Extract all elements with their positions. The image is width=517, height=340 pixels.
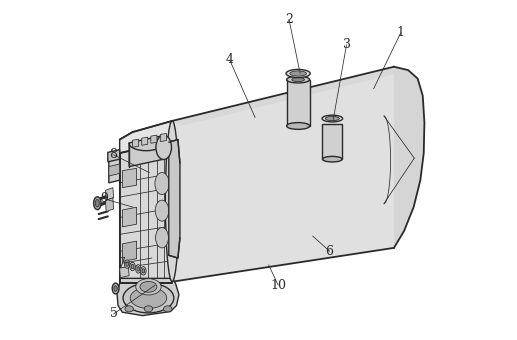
Ellipse shape — [156, 227, 169, 248]
Text: 2: 2 — [285, 13, 293, 26]
Ellipse shape — [126, 262, 128, 266]
Text: 8: 8 — [110, 148, 117, 161]
Polygon shape — [160, 133, 166, 141]
Polygon shape — [109, 153, 119, 183]
Text: 10: 10 — [270, 278, 286, 292]
Ellipse shape — [322, 115, 343, 122]
Ellipse shape — [155, 200, 169, 221]
Ellipse shape — [142, 269, 145, 273]
Ellipse shape — [325, 116, 339, 121]
Polygon shape — [151, 135, 157, 143]
Ellipse shape — [323, 156, 342, 162]
Ellipse shape — [123, 283, 174, 313]
Ellipse shape — [137, 267, 140, 271]
Ellipse shape — [114, 286, 117, 291]
Ellipse shape — [125, 306, 133, 312]
Ellipse shape — [95, 200, 99, 207]
Polygon shape — [109, 164, 119, 176]
Ellipse shape — [286, 123, 310, 129]
Ellipse shape — [292, 78, 305, 82]
Ellipse shape — [156, 135, 172, 159]
Polygon shape — [169, 139, 180, 258]
Text: 5: 5 — [110, 307, 117, 320]
Ellipse shape — [112, 283, 119, 294]
Text: 6: 6 — [326, 245, 333, 258]
Polygon shape — [119, 121, 172, 153]
Ellipse shape — [135, 265, 141, 273]
Text: 7: 7 — [118, 257, 126, 270]
Polygon shape — [123, 168, 136, 188]
Text: 9: 9 — [100, 192, 109, 205]
Text: 1: 1 — [397, 27, 405, 39]
Polygon shape — [123, 241, 136, 261]
Polygon shape — [105, 198, 114, 211]
Polygon shape — [132, 139, 139, 147]
Polygon shape — [123, 207, 136, 227]
Polygon shape — [286, 80, 310, 126]
Text: 4: 4 — [226, 53, 234, 66]
Polygon shape — [142, 137, 148, 145]
Polygon shape — [117, 278, 179, 316]
Polygon shape — [323, 124, 342, 159]
Ellipse shape — [131, 264, 134, 269]
Polygon shape — [172, 67, 404, 125]
Ellipse shape — [155, 172, 169, 194]
Polygon shape — [129, 135, 164, 167]
Ellipse shape — [125, 260, 130, 268]
Ellipse shape — [94, 197, 101, 210]
Polygon shape — [119, 267, 129, 278]
Polygon shape — [119, 141, 172, 284]
Text: 3: 3 — [343, 38, 351, 51]
Ellipse shape — [140, 282, 157, 292]
Polygon shape — [172, 67, 394, 282]
Ellipse shape — [163, 306, 172, 312]
Polygon shape — [108, 150, 119, 162]
Ellipse shape — [136, 279, 161, 295]
Ellipse shape — [290, 71, 307, 76]
Ellipse shape — [130, 288, 167, 308]
Ellipse shape — [130, 262, 135, 271]
Ellipse shape — [141, 267, 146, 275]
Ellipse shape — [144, 306, 153, 312]
Polygon shape — [105, 188, 114, 201]
Ellipse shape — [165, 121, 179, 282]
Ellipse shape — [286, 76, 310, 83]
Ellipse shape — [286, 69, 310, 78]
Polygon shape — [394, 67, 424, 248]
